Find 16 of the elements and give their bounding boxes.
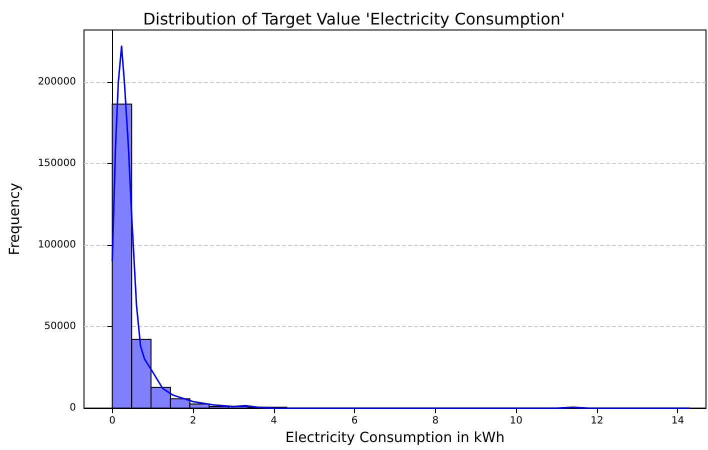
y-tick-label: 100000 bbox=[38, 240, 76, 251]
x-tick-label: 4 bbox=[270, 416, 278, 427]
x-tick-label: 10 bbox=[510, 416, 523, 427]
y-axis-title: Frequency bbox=[7, 182, 23, 256]
chart-title: Distribution of Target Value 'Electricity Consumption' bbox=[143, 10, 565, 28]
x-tick-label: 14 bbox=[671, 416, 684, 427]
y-tick-label: 200000 bbox=[38, 76, 76, 88]
x-tick-label: 8 bbox=[432, 416, 439, 427]
x-tick-label: 6 bbox=[351, 416, 358, 427]
y-tick-label: 150000 bbox=[38, 158, 76, 170]
x-tick-label: 2 bbox=[190, 416, 196, 427]
x-tick-label: 0 bbox=[109, 416, 116, 427]
x-axis-title: Electricity Consumption in kWh bbox=[285, 430, 505, 446]
x-tick-label: 12 bbox=[590, 416, 604, 427]
y-tick-label: 50000 bbox=[44, 321, 76, 332]
y-tick-label: 0 bbox=[70, 402, 76, 414]
